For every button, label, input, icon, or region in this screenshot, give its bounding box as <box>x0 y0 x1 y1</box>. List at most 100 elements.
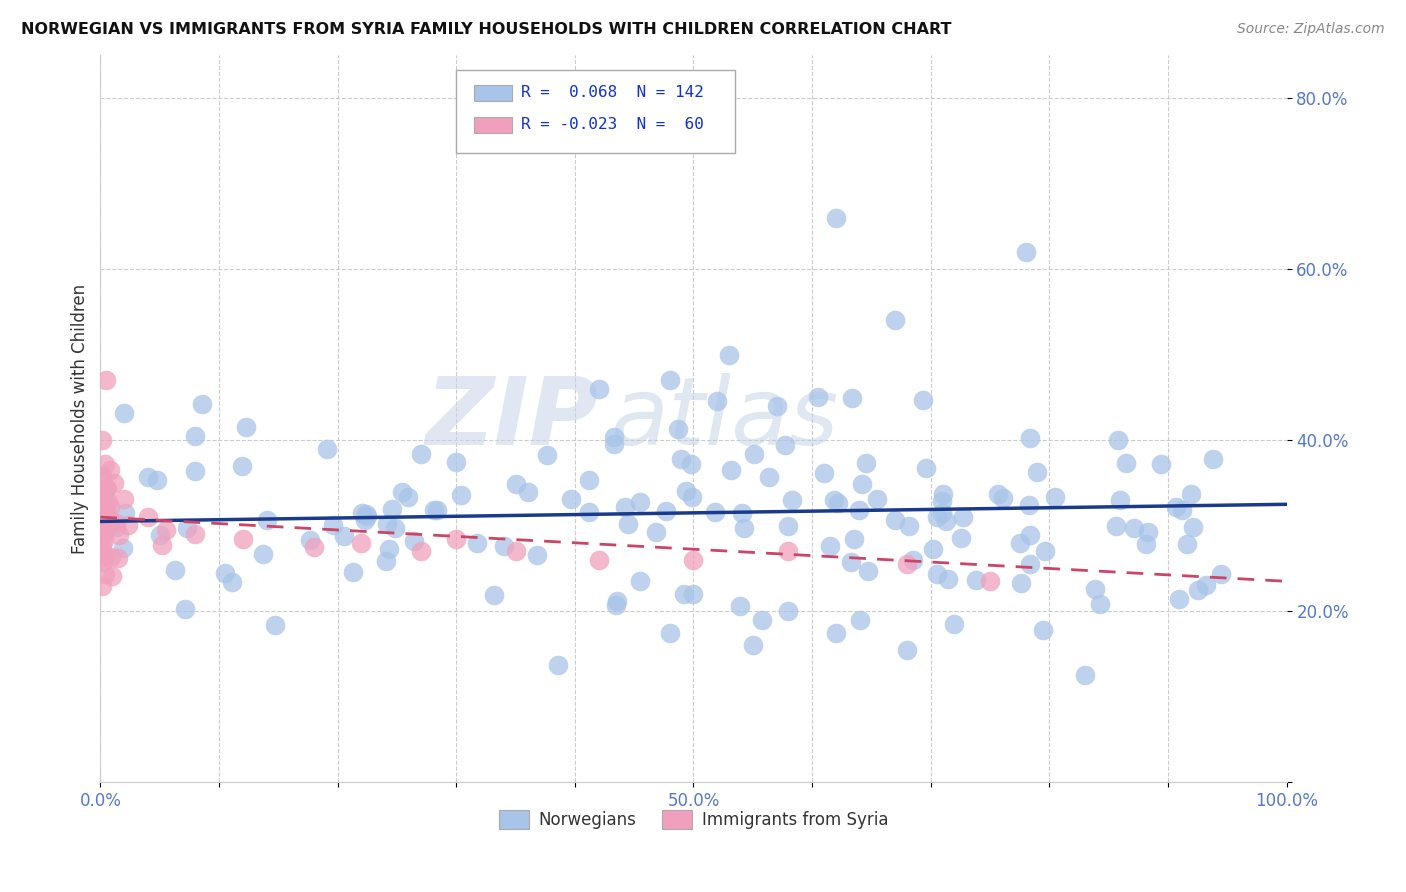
Point <box>588 382 610 396</box>
Point <box>1014 244 1036 259</box>
Point <box>1202 451 1225 466</box>
Point <box>526 549 548 563</box>
Point <box>1180 487 1202 501</box>
Point <box>90 469 112 483</box>
Point <box>374 554 396 568</box>
Point <box>136 510 159 524</box>
Point <box>681 490 703 504</box>
Point <box>758 470 780 484</box>
Text: NORWEGIAN VS IMMIGRANTS FROM SYRIA FAMILY HOUSEHOLDS WITH CHILDREN CORRELATION C: NORWEGIAN VS IMMIGRANTS FROM SYRIA FAMIL… <box>21 22 952 37</box>
Point <box>356 508 378 523</box>
Point <box>97 511 120 525</box>
Point <box>333 529 356 543</box>
Point <box>409 544 432 558</box>
Point <box>322 518 344 533</box>
FancyBboxPatch shape <box>456 70 735 153</box>
Text: Source: ZipAtlas.com: Source: ZipAtlas.com <box>1237 22 1385 37</box>
Point <box>184 464 207 478</box>
Point <box>807 390 830 404</box>
Point <box>465 535 488 549</box>
Point <box>90 538 112 552</box>
Point <box>1211 567 1233 582</box>
Point <box>354 513 377 527</box>
Point <box>93 549 115 563</box>
Point <box>704 505 727 519</box>
Point <box>733 521 755 535</box>
Point <box>354 507 377 521</box>
Point <box>706 393 728 408</box>
Point <box>91 471 114 485</box>
Point <box>94 513 117 527</box>
Point <box>856 564 879 578</box>
Point <box>922 541 945 556</box>
Point <box>536 448 558 462</box>
Point <box>505 477 527 491</box>
Point <box>112 541 135 556</box>
Point <box>91 493 114 508</box>
Point <box>993 491 1015 505</box>
Point <box>104 516 127 531</box>
Point <box>1175 537 1198 551</box>
Point <box>927 566 949 581</box>
Point <box>90 524 112 539</box>
Point <box>90 512 112 526</box>
Point <box>98 500 121 514</box>
Point <box>1150 457 1173 471</box>
Point <box>221 575 243 590</box>
Point <box>979 574 1001 589</box>
Point <box>150 538 173 552</box>
Point <box>90 522 112 536</box>
Point <box>90 549 112 564</box>
Point <box>263 618 285 632</box>
Point <box>1136 525 1159 540</box>
Point <box>884 313 907 327</box>
Point <box>1011 575 1033 590</box>
Point <box>681 457 703 471</box>
Point <box>1115 456 1137 470</box>
Point <box>94 481 117 495</box>
Point <box>776 519 799 533</box>
Point <box>884 513 907 527</box>
Point <box>342 565 364 579</box>
Point <box>823 493 845 508</box>
Point <box>1019 431 1042 445</box>
Point <box>136 469 159 483</box>
Point <box>256 513 278 527</box>
Point <box>165 563 187 577</box>
Point <box>93 500 115 515</box>
Point <box>669 452 692 467</box>
Point <box>91 578 114 592</box>
Point <box>672 587 695 601</box>
Point <box>949 531 972 545</box>
Point <box>94 566 117 581</box>
Point <box>1019 528 1042 542</box>
Point <box>682 587 704 601</box>
Point <box>605 598 627 612</box>
Point <box>423 503 446 517</box>
Bar <box>474 85 512 101</box>
Point <box>855 456 877 470</box>
Y-axis label: Family Households with Children: Family Households with Children <box>72 284 89 554</box>
Point <box>1123 520 1146 534</box>
Point <box>778 544 800 558</box>
Point <box>101 569 124 583</box>
Point <box>658 625 681 640</box>
Point <box>866 492 889 507</box>
Point <box>450 488 472 502</box>
Point <box>1195 578 1218 592</box>
Point <box>1109 493 1132 508</box>
Point <box>1084 582 1107 596</box>
Point <box>378 541 401 556</box>
Point <box>628 494 651 508</box>
Point <box>94 487 117 501</box>
Point <box>96 522 118 536</box>
Point <box>94 457 117 471</box>
Point <box>155 523 177 537</box>
Point <box>578 473 600 487</box>
Point <box>682 553 704 567</box>
Point <box>96 502 118 516</box>
Point <box>1182 519 1205 533</box>
Point <box>112 406 135 420</box>
Point <box>658 373 681 387</box>
Point <box>444 532 467 546</box>
